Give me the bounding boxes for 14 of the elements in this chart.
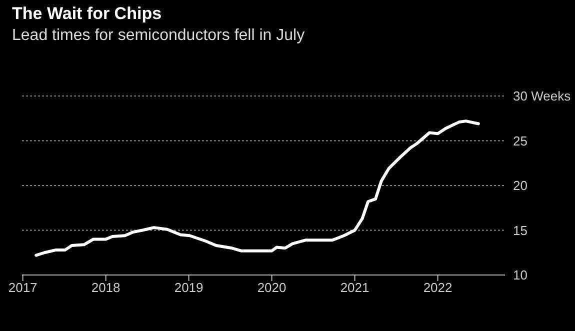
y-tick-label: 10 <box>513 268 528 283</box>
x-tick-label: 2019 <box>174 280 204 296</box>
y-tick-label: 30 Weeks <box>513 88 572 104</box>
y-tick-label: 25 <box>513 133 528 148</box>
x-tick-label: 2017 <box>8 280 38 296</box>
x-tick-label: 2022 <box>423 280 452 296</box>
y-tick-label: 20 <box>513 178 528 194</box>
line-series <box>34 120 480 257</box>
chart-subtitle: Lead times for semiconductors fell in July <box>12 27 305 45</box>
x-tick-label: 2021 <box>340 280 370 296</box>
x-tick-label: 2018 <box>91 280 120 296</box>
y-tick-label: 15 <box>513 222 528 238</box>
chart-title: The Wait for Chips <box>12 4 162 24</box>
x-tick-label: 2020 <box>257 280 286 296</box>
